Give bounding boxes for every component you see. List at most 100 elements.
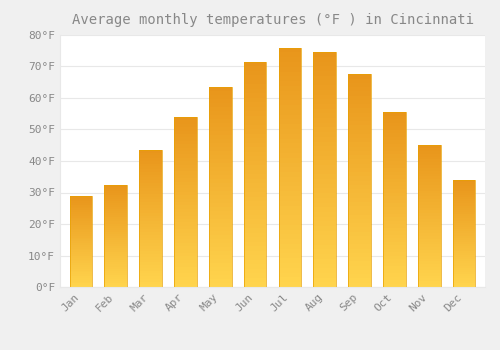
Bar bbox=[278, 96, 301, 100]
Bar bbox=[418, 267, 440, 270]
Bar bbox=[418, 225, 440, 228]
Bar bbox=[140, 240, 162, 243]
Bar bbox=[244, 265, 266, 269]
Bar bbox=[104, 268, 127, 271]
Bar bbox=[209, 279, 232, 283]
Bar bbox=[70, 196, 92, 287]
Bar bbox=[348, 232, 371, 236]
Bar bbox=[174, 182, 197, 185]
Bar bbox=[70, 219, 92, 221]
Bar bbox=[209, 87, 232, 287]
Bar bbox=[70, 248, 92, 251]
Bar bbox=[348, 155, 371, 159]
Bar bbox=[383, 284, 406, 287]
Bar bbox=[314, 221, 336, 226]
Bar bbox=[209, 187, 232, 191]
Bar bbox=[174, 284, 197, 287]
Bar bbox=[418, 259, 440, 261]
Bar bbox=[209, 267, 232, 271]
Bar bbox=[314, 62, 336, 66]
Bar bbox=[278, 230, 301, 235]
Bar bbox=[453, 246, 475, 248]
Bar bbox=[314, 198, 336, 203]
Bar bbox=[453, 281, 475, 283]
Bar bbox=[314, 52, 336, 287]
Bar bbox=[348, 185, 371, 189]
Bar bbox=[418, 205, 440, 208]
Bar bbox=[383, 112, 406, 116]
Bar bbox=[418, 222, 440, 225]
Bar bbox=[70, 227, 92, 229]
Bar bbox=[314, 90, 336, 94]
Bar bbox=[104, 252, 127, 254]
Bar bbox=[140, 199, 162, 202]
Bar bbox=[104, 279, 127, 281]
Bar bbox=[244, 152, 266, 156]
Bar bbox=[244, 138, 266, 143]
Bar bbox=[104, 184, 127, 187]
Bar bbox=[209, 231, 232, 235]
Bar bbox=[348, 181, 371, 185]
Bar bbox=[453, 182, 475, 184]
Bar bbox=[244, 62, 266, 287]
Bar bbox=[453, 238, 475, 240]
Bar bbox=[70, 254, 92, 256]
Bar bbox=[209, 159, 232, 163]
Bar bbox=[383, 199, 406, 203]
Bar bbox=[348, 121, 371, 125]
Bar bbox=[314, 184, 336, 188]
Bar bbox=[314, 240, 336, 245]
Bar bbox=[174, 212, 197, 216]
Bar bbox=[174, 117, 197, 287]
Bar bbox=[314, 137, 336, 141]
Bar bbox=[278, 139, 301, 143]
Bar bbox=[348, 142, 371, 147]
Bar bbox=[314, 156, 336, 160]
Bar bbox=[104, 195, 127, 197]
Bar bbox=[70, 272, 92, 274]
Bar bbox=[244, 161, 266, 166]
Bar bbox=[348, 168, 371, 172]
Bar bbox=[383, 150, 406, 154]
Bar bbox=[383, 172, 406, 175]
Bar bbox=[383, 266, 406, 270]
Bar bbox=[209, 211, 232, 215]
Bar bbox=[174, 127, 197, 131]
Bar bbox=[244, 282, 266, 287]
Bar bbox=[70, 278, 92, 280]
Bar bbox=[383, 175, 406, 178]
Bar bbox=[140, 169, 162, 172]
Bar bbox=[383, 116, 406, 119]
Bar bbox=[278, 253, 301, 258]
Bar bbox=[383, 248, 406, 252]
Bar bbox=[174, 147, 197, 151]
Bar bbox=[418, 199, 440, 202]
Bar bbox=[278, 167, 301, 172]
Bar bbox=[383, 224, 406, 228]
Bar bbox=[418, 185, 440, 188]
Bar bbox=[244, 174, 266, 179]
Bar bbox=[244, 80, 266, 84]
Bar bbox=[209, 127, 232, 131]
Bar bbox=[174, 172, 197, 175]
Bar bbox=[453, 180, 475, 287]
Bar bbox=[244, 183, 266, 188]
Bar bbox=[70, 271, 92, 272]
Bar bbox=[104, 209, 127, 211]
Bar bbox=[174, 124, 197, 127]
Bar bbox=[348, 202, 371, 206]
Bar bbox=[348, 172, 371, 176]
Bar bbox=[174, 260, 197, 263]
Bar bbox=[314, 66, 336, 71]
Bar bbox=[453, 261, 475, 264]
Bar bbox=[140, 180, 162, 183]
Bar bbox=[140, 260, 162, 262]
Bar bbox=[104, 222, 127, 224]
Bar bbox=[278, 282, 301, 287]
Bar bbox=[383, 210, 406, 214]
Bar bbox=[174, 226, 197, 229]
Bar bbox=[104, 224, 127, 225]
Bar bbox=[314, 250, 336, 254]
Bar bbox=[314, 170, 336, 174]
Bar bbox=[383, 161, 406, 164]
